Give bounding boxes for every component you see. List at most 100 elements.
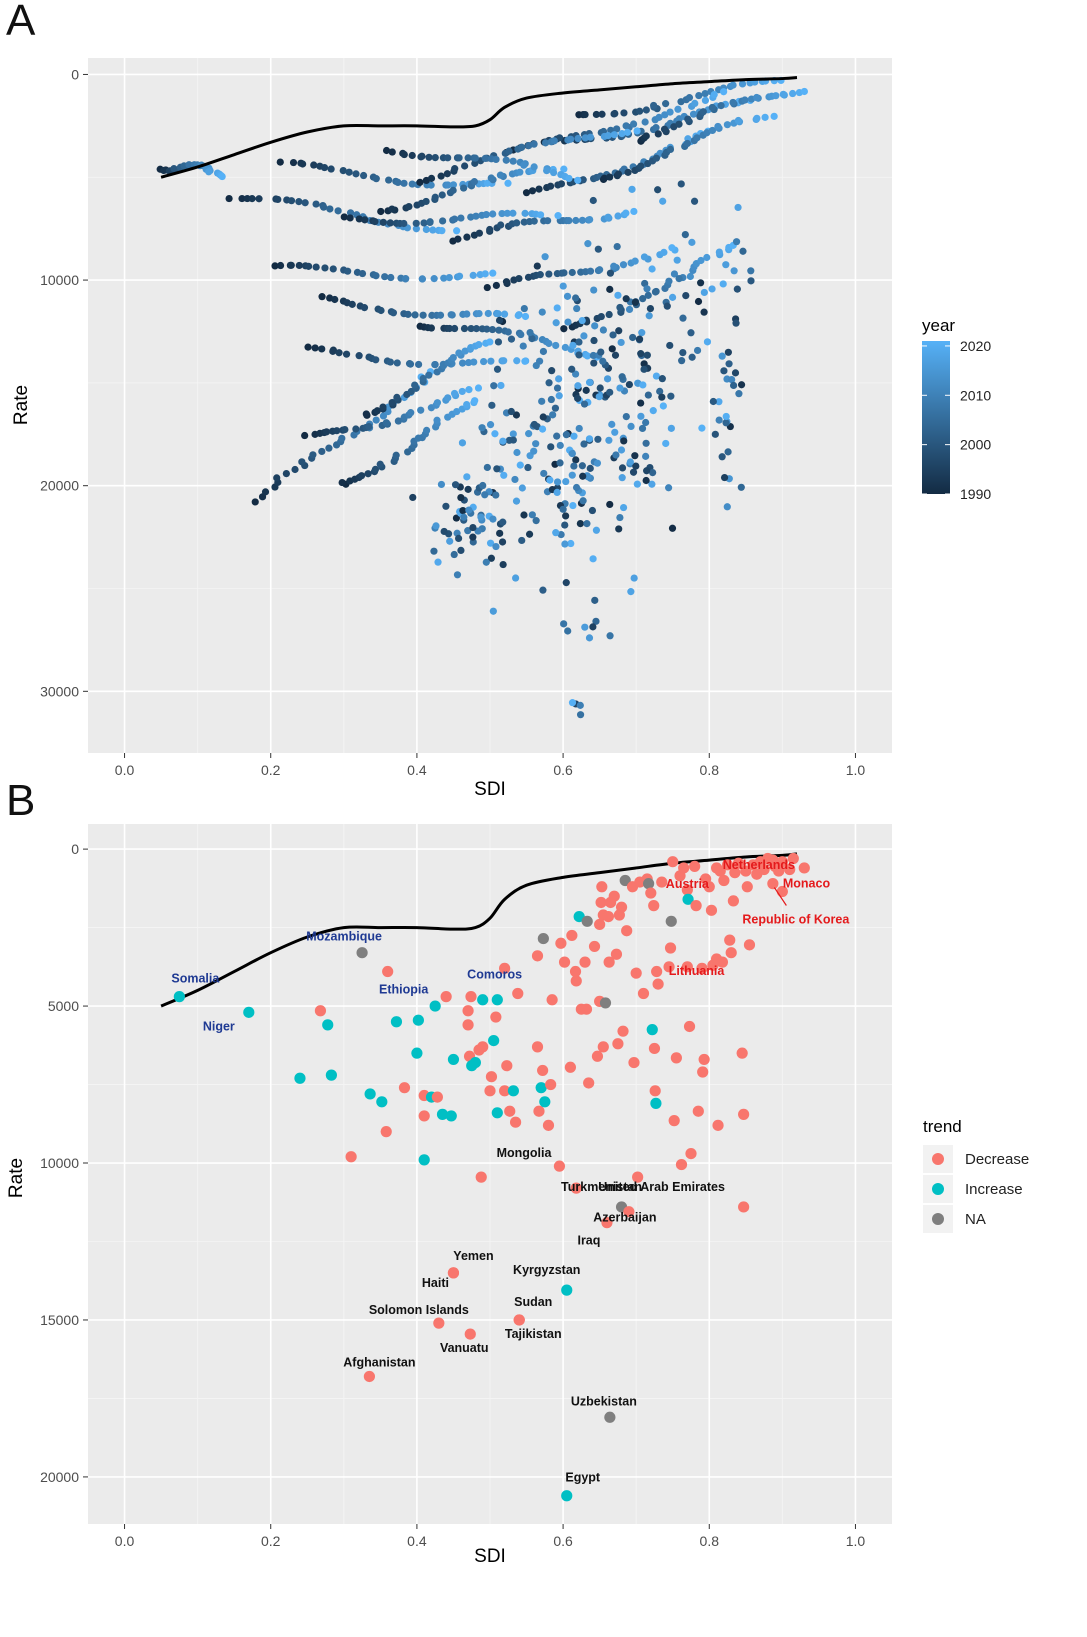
year-point [338,478,346,487]
year-point [575,351,583,359]
country-point [665,915,677,927]
year-point [560,325,568,333]
year-point [372,416,380,424]
year-point [595,393,603,401]
country-point [727,895,739,907]
year-point [608,420,616,428]
year-point [360,304,369,312]
year-point [630,574,638,582]
year-point [342,350,351,358]
year-point [591,322,599,330]
year-point [429,226,437,234]
year-point [325,444,333,452]
year-point [681,230,689,239]
country-point [698,1053,710,1066]
country-point [645,887,657,899]
year-point [475,229,483,237]
year-point [326,205,334,213]
country-point [513,1314,525,1326]
year-point [412,219,420,227]
panel-b-y-tick-label: 15000 [40,1312,79,1328]
year-point [488,401,496,409]
year-point [185,161,193,169]
year-point [565,216,573,225]
year-point [479,481,487,490]
year-point [574,382,582,390]
year-point [654,186,662,194]
country-point [398,1082,411,1094]
year-point [454,235,462,243]
country-point [670,1052,682,1064]
year-point [553,478,562,486]
year-point [447,311,455,319]
year-point [661,111,669,119]
year-point [528,187,537,195]
year-point [582,386,590,394]
year-point [606,632,614,640]
year-point [362,410,370,418]
year-point [633,127,641,135]
country-point [364,1088,376,1100]
panel-b-grid [88,824,892,1524]
panel-b-y-tick-label: 20000 [40,1469,79,1485]
year-point [423,426,431,435]
year-point [629,333,637,342]
year-point [574,134,582,143]
year-point [507,407,515,416]
panel-b-x-tick-label: 0.8 [700,1533,720,1549]
country-label: Afghanistan [343,1355,415,1369]
year-point [528,511,536,519]
year-point [460,324,469,333]
year-point [579,472,587,480]
country-point [325,1069,337,1081]
year-point [624,168,632,176]
year-point [388,148,396,156]
year-point [469,523,477,532]
country-point [436,1108,449,1120]
year-point [376,460,384,468]
year-point [309,451,317,459]
year-point [276,261,285,270]
year-point [497,221,505,229]
year-point [575,424,583,433]
country-point [648,1042,661,1055]
year-point [615,327,623,335]
year-point [626,458,634,466]
year-point [358,269,367,278]
year-point [445,324,454,333]
year-point [530,447,538,455]
country-point [535,1082,547,1094]
country-point [412,1014,424,1026]
year-point [668,293,677,301]
country-point [545,1078,557,1091]
year-point [371,465,380,473]
country-label: Mongolia [497,1146,553,1160]
year-point [538,308,546,316]
country-point [612,1038,624,1050]
country-point [363,1370,375,1383]
year-point [572,370,580,378]
year-point [412,225,420,233]
year-point [491,430,499,438]
year-point [648,480,656,488]
year-point [451,165,459,173]
year-point [592,110,600,119]
country-point [619,874,631,887]
panel-b-axes: 0.0 0.2 0.4 0.6 0.8 1.0 0 5000 10000 15000 20000 [40,841,865,1549]
panel-b-y-axis-title: Rate [6,1158,27,1198]
year-point [638,424,647,433]
year-point [457,493,465,502]
year-point [431,360,439,369]
year-point [737,483,745,491]
year-point [650,101,658,110]
year-point [620,109,628,117]
country-point [675,1158,688,1171]
country-label: Lithuania [669,964,726,978]
year-point [584,240,592,248]
year-point [654,130,662,138]
year-point [498,209,506,218]
country-point [555,937,567,949]
year-point [450,389,459,398]
year-point [553,304,561,312]
